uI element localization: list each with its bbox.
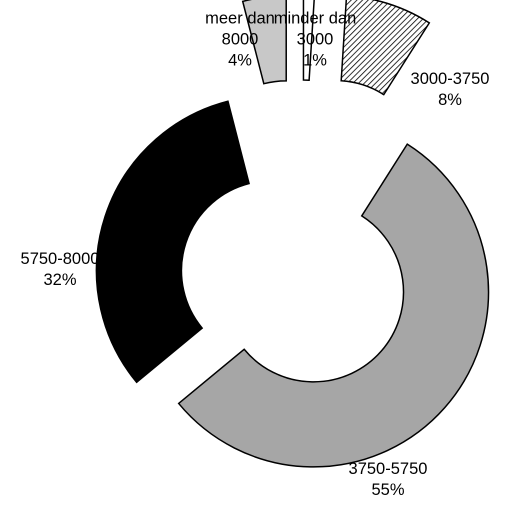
slice-category-0: minder dan bbox=[274, 9, 357, 27]
slice-label-2: 3750-5750 55% bbox=[349, 460, 428, 499]
slice-percent-3: 32% bbox=[43, 271, 76, 289]
donut-slice-3 bbox=[95, 100, 250, 384]
slice-category-1: 3000-3750 bbox=[411, 70, 490, 88]
slice-category-4: meer dan bbox=[205, 9, 275, 27]
slice-percent-0: 1% bbox=[303, 51, 327, 69]
slice-percent-2: 55% bbox=[371, 481, 404, 499]
slice-category-0: 3000 bbox=[297, 30, 334, 48]
donut-slice-0 bbox=[302, 0, 315, 82]
slice-label-3: 5750-8000 32% bbox=[21, 250, 100, 289]
slice-category-3: 5750-8000 bbox=[21, 250, 100, 268]
slice-label-4: meer dan 8000 4% bbox=[205, 9, 275, 69]
donut-slice-1 bbox=[340, 0, 431, 96]
slices-layer bbox=[95, 0, 490, 468]
slice-label-0: minder dan 3000 1% bbox=[274, 9, 357, 69]
slice-percent-1: 8% bbox=[438, 91, 462, 109]
slice-percent-4: 4% bbox=[228, 51, 252, 69]
slice-category-2: 3750-5750 bbox=[349, 460, 428, 478]
donut-slice-2 bbox=[177, 143, 490, 468]
slice-label-1: 3000-3750 8% bbox=[411, 70, 490, 109]
donut-slice-4 bbox=[241, 0, 287, 85]
labels-layer: minder dan 3000 1% 3000-3750 8% 3750-5750 55% 5… bbox=[21, 9, 490, 499]
slice-category-4: 8000 bbox=[222, 30, 259, 48]
